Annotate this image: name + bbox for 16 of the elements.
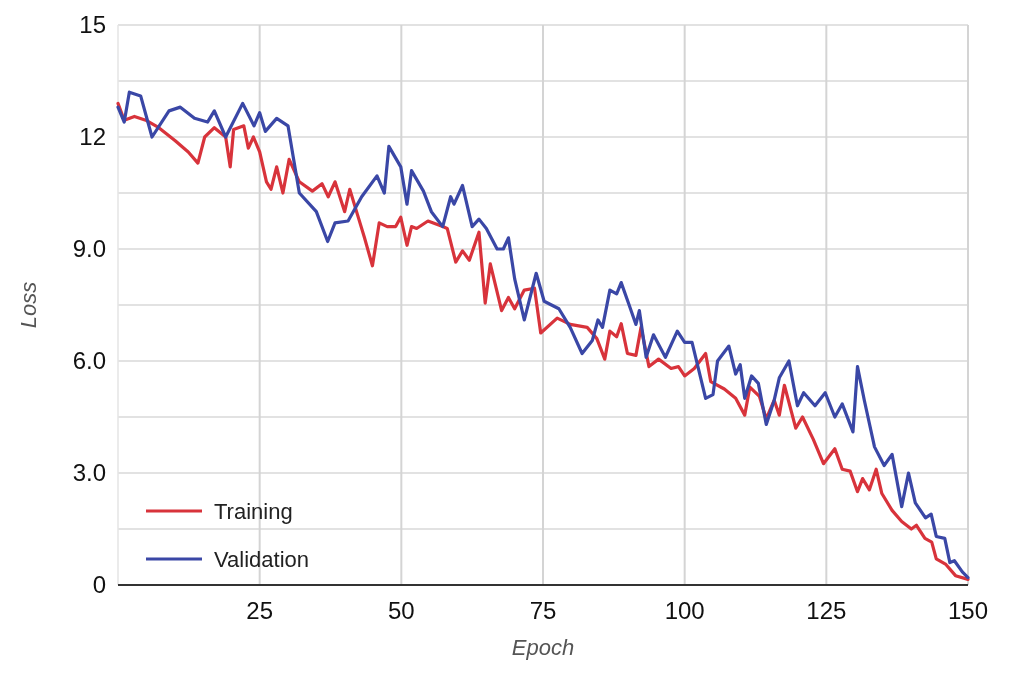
x-tick-label: 100 xyxy=(664,597,705,624)
y-tick-label: 15 xyxy=(79,11,106,39)
legend-label: Validation xyxy=(214,547,309,572)
x-axis-title: Epoch xyxy=(511,635,575,660)
x-tick-label: 150 xyxy=(947,597,989,624)
y-axis-title: Loss xyxy=(16,281,41,329)
y-tick-label: 9.0 xyxy=(72,235,106,263)
y-tick-label: 12 xyxy=(79,123,106,151)
x-tick-label: 50 xyxy=(387,597,415,624)
x-tick-label: 25 xyxy=(246,597,274,624)
legend-label: Training xyxy=(214,499,293,524)
x-tick-label: 75 xyxy=(529,597,557,624)
y-tick-label: 6.0 xyxy=(72,347,106,375)
x-tick-label: 125 xyxy=(806,597,847,624)
y-tick-label: 0 xyxy=(92,571,106,599)
y-tick-label: 3.0 xyxy=(72,459,106,487)
